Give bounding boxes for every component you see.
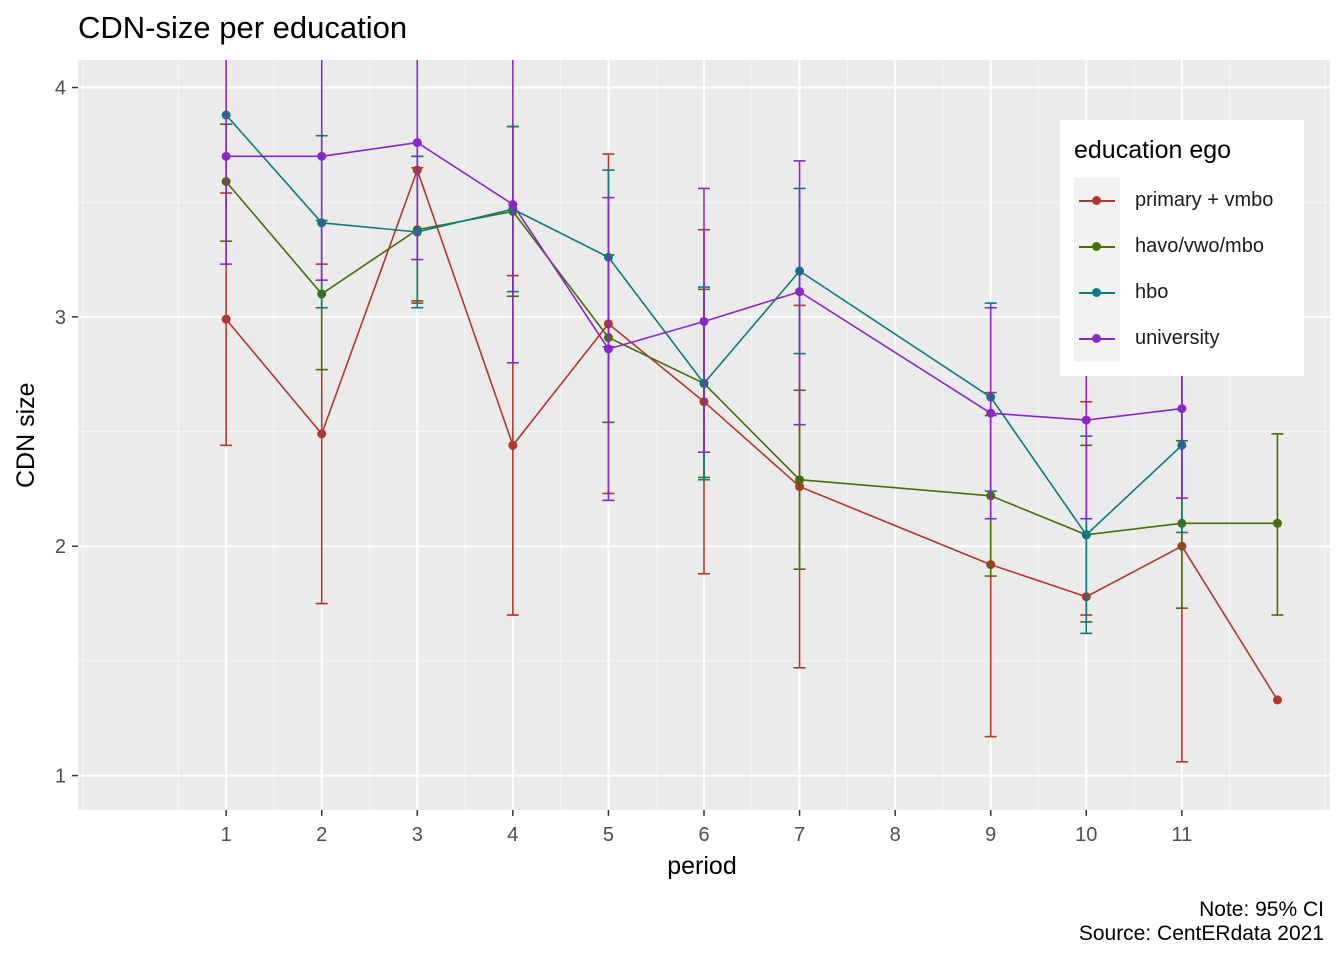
x-tick-label: 7 bbox=[794, 824, 805, 846]
legend-item-hbo: hbo bbox=[1074, 270, 1304, 316]
data-point bbox=[412, 138, 422, 148]
series-layer bbox=[220, 60, 1284, 763]
y-axis-label: CDN size bbox=[12, 382, 40, 488]
legend-item-university: university bbox=[1074, 316, 1304, 362]
x-tick-label: 8 bbox=[890, 824, 901, 846]
data-point bbox=[1081, 530, 1091, 540]
y-tick-label: 2 bbox=[55, 536, 66, 558]
x-tick-label: 10 bbox=[1075, 824, 1097, 846]
legend-dot bbox=[1092, 242, 1101, 251]
y-tick-label: 4 bbox=[55, 78, 66, 100]
legend-key bbox=[1074, 178, 1120, 224]
data-point bbox=[795, 475, 805, 485]
legend-dot bbox=[1092, 196, 1101, 205]
x-axis-label: period bbox=[667, 852, 737, 880]
x-tick-label: 5 bbox=[603, 824, 614, 846]
caption-note: Note: 95% CI bbox=[1199, 898, 1324, 921]
x-tick-label: 2 bbox=[316, 824, 327, 846]
legend-key bbox=[1074, 316, 1120, 362]
legend-key bbox=[1074, 270, 1120, 316]
x-tick-label: 9 bbox=[985, 824, 996, 846]
data-point bbox=[1272, 695, 1282, 705]
data-point bbox=[317, 429, 327, 439]
legend-label: havo/vwo/mbo bbox=[1135, 235, 1264, 257]
legend-item-primary-vmbo: primary + vmbo bbox=[1074, 178, 1304, 224]
data-point bbox=[1177, 404, 1187, 414]
series-line bbox=[226, 141, 1182, 421]
data-point bbox=[986, 408, 996, 418]
chart-title: CDN-size per education bbox=[78, 10, 408, 45]
data-point bbox=[317, 151, 327, 161]
x-tick-label: 11 bbox=[1171, 824, 1192, 846]
legend-item-havo-vwo-mbo: havo/vwo/mbo bbox=[1074, 224, 1304, 270]
data-point bbox=[1272, 518, 1282, 528]
data-point bbox=[221, 151, 231, 161]
x-tick-label: 6 bbox=[698, 824, 709, 846]
x-tick-label: 1 bbox=[221, 824, 232, 846]
y-tick-label: 3 bbox=[55, 307, 66, 329]
x-tick-label: 4 bbox=[507, 824, 518, 846]
legend-label: primary + vmbo bbox=[1135, 189, 1274, 211]
data-point bbox=[508, 440, 518, 450]
legend: education ego primary + vmbo havo/vwo/mb… bbox=[1060, 120, 1304, 376]
data-point bbox=[221, 314, 231, 324]
chart-caption: Note: 95% CI Source: CentERdata 2021 bbox=[1079, 898, 1324, 946]
legend-label: university bbox=[1135, 327, 1220, 349]
data-point bbox=[508, 199, 518, 209]
y-tick-label: 1 bbox=[55, 766, 66, 788]
legend-key bbox=[1074, 224, 1120, 270]
legend-dot bbox=[1092, 288, 1101, 297]
data-point bbox=[603, 344, 613, 354]
data-point bbox=[1081, 415, 1091, 425]
x-tick-label: 3 bbox=[412, 824, 423, 846]
caption-source: Source: CentERdata 2021 bbox=[1078, 922, 1324, 945]
legend-title: education ego bbox=[1074, 136, 1232, 164]
data-point bbox=[699, 316, 709, 326]
data-point bbox=[795, 287, 805, 297]
legend-dot bbox=[1092, 334, 1101, 343]
legend-label: hbo bbox=[1135, 281, 1169, 303]
series-line bbox=[225, 114, 1183, 537]
